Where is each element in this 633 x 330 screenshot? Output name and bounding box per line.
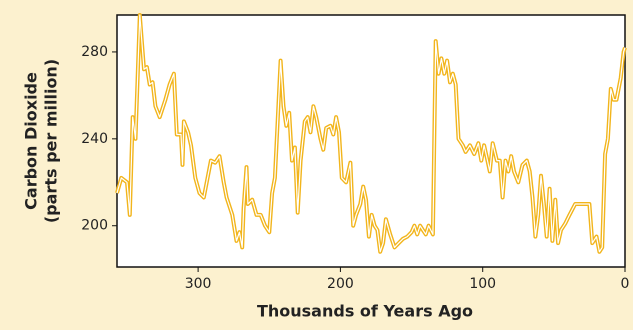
x-tick-label: 0 — [621, 276, 630, 292]
y-tick-label: 240 — [81, 131, 108, 147]
data-line-inner — [116, 14, 626, 253]
x-axis-label: Thousands of Years Ago — [257, 302, 473, 321]
x-tick-label: 200 — [327, 276, 354, 292]
x-tick-label: 100 — [469, 276, 496, 292]
y-axis-label: (parts per million) — [42, 59, 61, 223]
y-axis-label: Carbon Dioxide — [22, 72, 41, 210]
y-tick-label: 200 — [81, 218, 108, 234]
y-tick-label: 280 — [81, 44, 108, 60]
x-tick-label: 300 — [185, 276, 212, 292]
